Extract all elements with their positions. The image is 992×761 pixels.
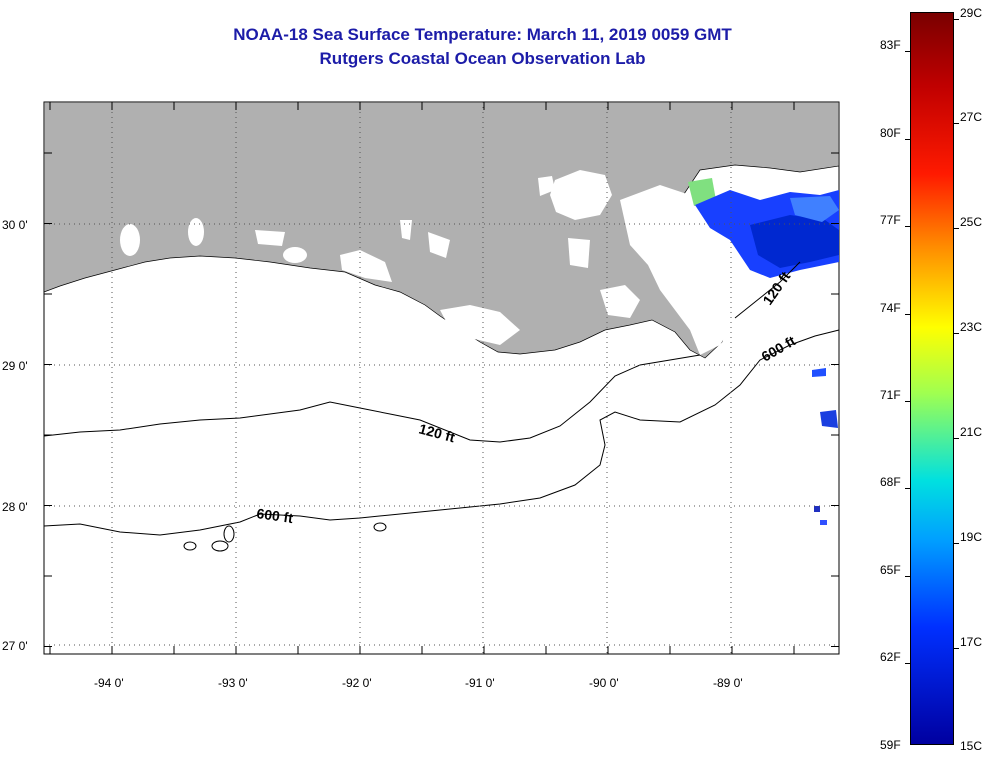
colorbar-label-c: 27C bbox=[960, 110, 983, 124]
colorbar-tick bbox=[954, 19, 959, 20]
colorbar-tick bbox=[905, 139, 910, 140]
colorbar-tick bbox=[905, 314, 910, 315]
colorbar-tick bbox=[905, 401, 910, 402]
lat-label: 27 0' bbox=[2, 639, 28, 653]
lat-label: 30 0' bbox=[2, 218, 28, 232]
colorbar-label-c: 19C bbox=[960, 530, 983, 544]
colorbar-tick bbox=[905, 488, 910, 489]
colorbar-tick bbox=[954, 123, 959, 124]
colorbar-label-f: 62F bbox=[880, 650, 901, 664]
lon-label: -91 0' bbox=[465, 676, 495, 690]
colorbar-label-c: 17C bbox=[960, 635, 983, 649]
contour-120ft-west bbox=[43, 354, 701, 443]
colorbar-tick bbox=[954, 333, 959, 334]
map-subtitle: Rutgers Coastal Ocean Observation Lab bbox=[319, 49, 646, 68]
lat-label: 29 0' bbox=[2, 359, 28, 373]
colorbar-tick bbox=[905, 51, 910, 52]
colorbar-tick bbox=[954, 543, 959, 544]
colorbar-label-c: 23C bbox=[960, 320, 983, 334]
colorbar-label-f: 59F bbox=[880, 738, 901, 752]
colorbar-label-f: 83F bbox=[880, 38, 901, 52]
colorbar-label-c: 25C bbox=[960, 215, 983, 229]
colorbar-label-f: 77F bbox=[880, 213, 901, 227]
contour-600ft-west bbox=[43, 329, 840, 536]
depth-contours bbox=[43, 261, 840, 552]
colorbar-tick bbox=[954, 228, 959, 229]
colorbar-label-c: 15C bbox=[960, 739, 983, 753]
inland-gaps bbox=[120, 170, 735, 355]
colorbar-label-f: 71F bbox=[880, 388, 901, 402]
graticule bbox=[44, 102, 839, 654]
colorbar-tick bbox=[954, 648, 959, 649]
colorbar-label-c: 21C bbox=[960, 425, 983, 439]
colorbar-tick bbox=[905, 576, 910, 577]
contour-120ft-east bbox=[734, 261, 801, 319]
lat-label: 28 0' bbox=[2, 500, 28, 514]
colorbar-label-f: 74F bbox=[880, 301, 901, 315]
lon-label: -89 0' bbox=[713, 676, 743, 690]
contour-label: 600 ft bbox=[256, 505, 295, 526]
map-title: NOAA-18 Sea Surface Temperature: March 1… bbox=[233, 25, 732, 44]
colorbar-label-f: 65F bbox=[880, 563, 901, 577]
temperature-colorbar bbox=[910, 12, 954, 745]
colorbar-label-c: 29C bbox=[960, 6, 983, 20]
colorbar-tick bbox=[905, 663, 910, 664]
colorbar-tick bbox=[905, 226, 910, 227]
lon-label: -94 0' bbox=[94, 676, 124, 690]
lon-label: -92 0' bbox=[342, 676, 372, 690]
lon-label: -90 0' bbox=[589, 676, 619, 690]
colorbar-tick bbox=[954, 438, 959, 439]
lon-label: -93 0' bbox=[218, 676, 248, 690]
colorbar-label-f: 80F bbox=[880, 126, 901, 140]
colorbar-label-f: 68F bbox=[880, 475, 901, 489]
axis-ticks bbox=[44, 102, 839, 654]
